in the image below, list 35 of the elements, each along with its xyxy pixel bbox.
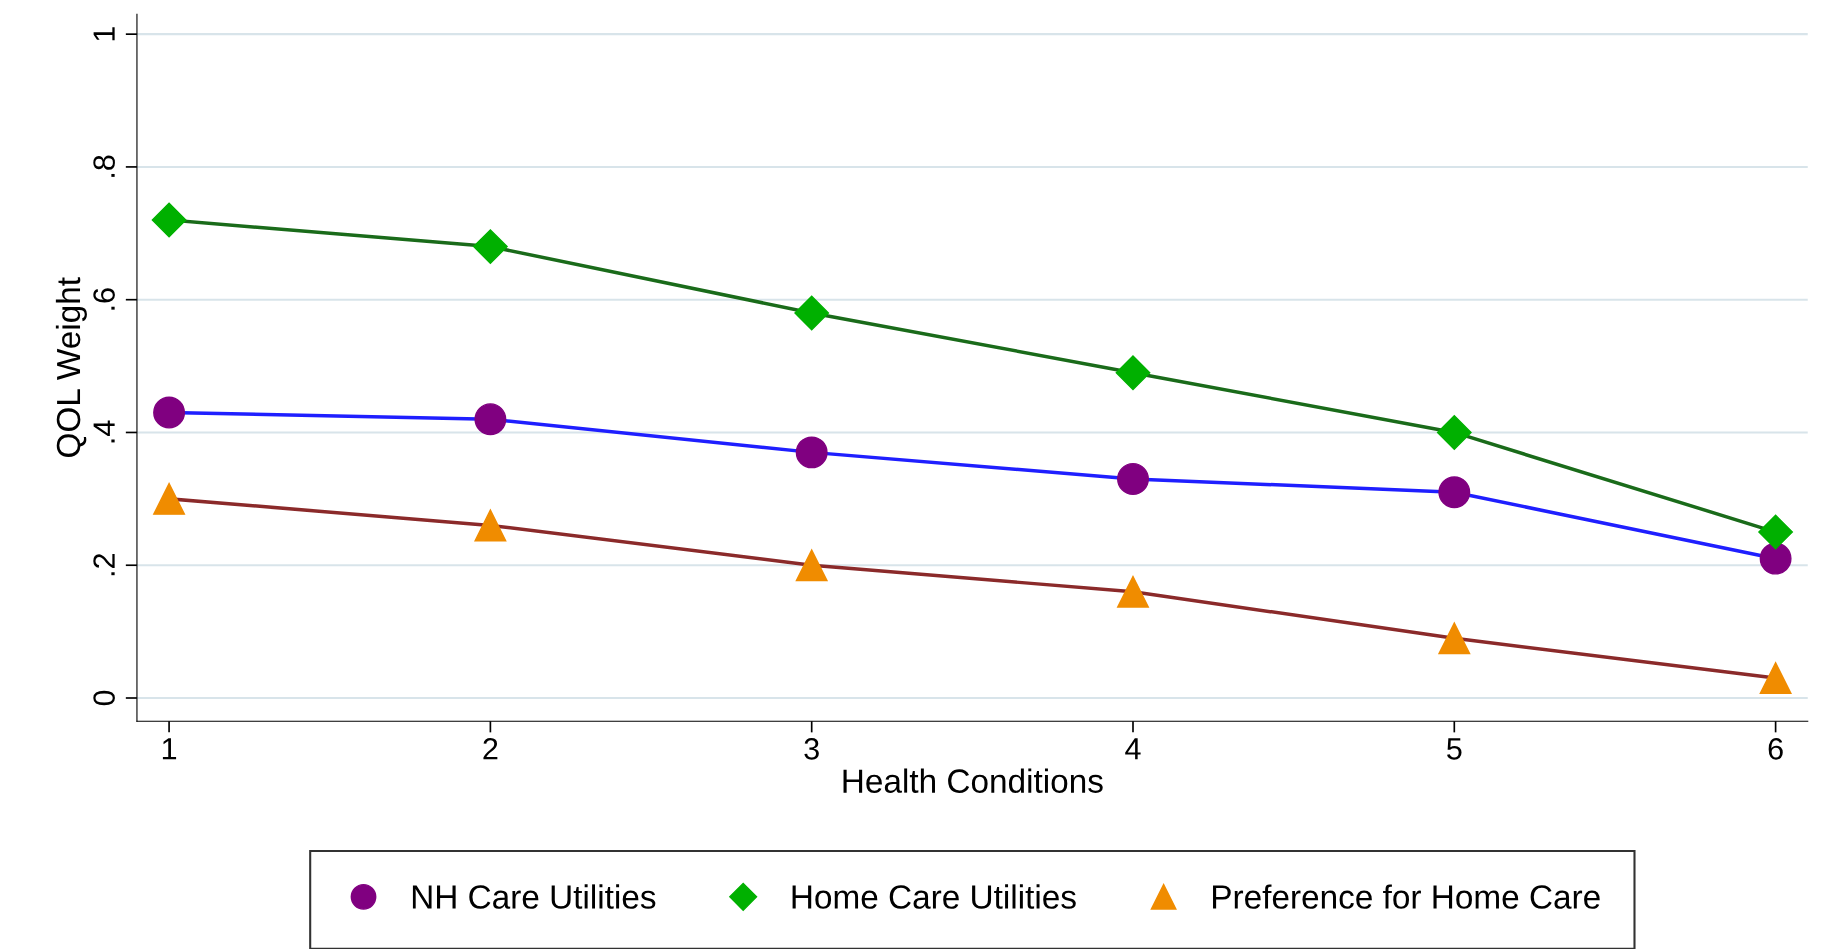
y-tick-label: .6 — [93, 288, 115, 310]
point — [1115, 355, 1151, 391]
point — [1117, 462, 1149, 495]
point — [153, 396, 186, 429]
x-tick-label: 1 — [162, 738, 177, 760]
point — [1438, 622, 1471, 655]
x-tick-label: 2 — [483, 738, 498, 760]
x-axis-title: Health Conditions — [843, 768, 1103, 793]
y-axis-title: QOL Weight — [55, 277, 87, 457]
point — [1438, 476, 1471, 509]
point — [1759, 542, 1792, 575]
point — [472, 229, 508, 264]
legend-label: Preference for Home Care — [1213, 884, 1600, 909]
point — [153, 482, 186, 515]
point — [474, 509, 507, 542]
y-tick-label: .4 — [93, 420, 115, 443]
point — [474, 403, 507, 436]
y-tick-label: 1 — [93, 27, 115, 41]
point — [1117, 575, 1149, 608]
point — [795, 436, 828, 469]
point — [794, 295, 830, 331]
point — [1436, 415, 1472, 450]
x-tick-label: 4 — [1125, 738, 1141, 760]
point — [795, 549, 828, 582]
y-tick-label: .8 — [93, 155, 115, 177]
legend-label: Home Care Utilities — [792, 884, 1076, 909]
y-tick-label: .2 — [93, 554, 115, 576]
point — [1759, 662, 1792, 695]
point — [151, 202, 187, 238]
x-tick-label: 5 — [1447, 738, 1462, 760]
legend-label: NH Care Utilities — [412, 884, 656, 909]
x-tick-label: 6 — [1768, 738, 1783, 760]
x-tick-label: 3 — [804, 738, 819, 760]
y-tick-label: 0 — [93, 690, 115, 706]
point — [1758, 514, 1794, 550]
